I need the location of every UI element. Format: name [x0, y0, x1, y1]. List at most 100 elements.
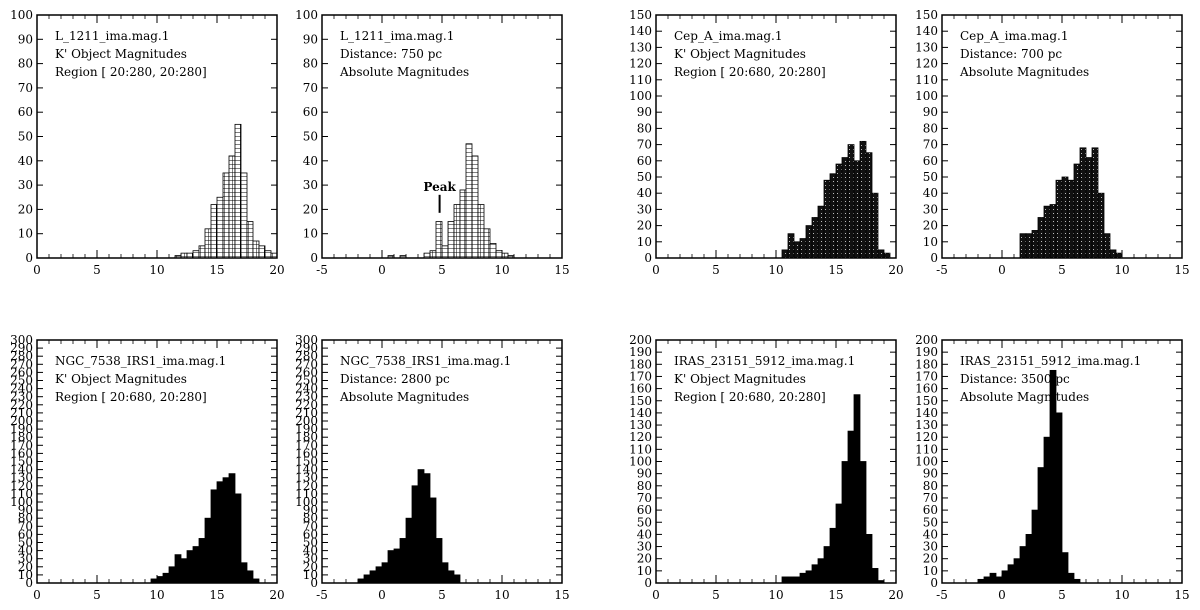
y-tick-label: 130 [629, 40, 652, 54]
histogram-bar [871, 568, 879, 584]
y-tick-label: 20 [923, 219, 938, 233]
y-tick-label: 110 [629, 73, 652, 87]
y-tick-label: 300 [10, 333, 33, 347]
histogram-bar [1091, 147, 1099, 259]
histogram-bar [835, 163, 843, 259]
y-tick-label: 10 [303, 568, 318, 582]
histogram-bar [441, 562, 449, 584]
x-tick-label: 15 [1174, 263, 1189, 277]
histogram-bar [1043, 436, 1051, 584]
y-tick-label: 200 [915, 333, 938, 347]
histogram-bar [483, 228, 491, 259]
y-tick-label: 220 [295, 398, 318, 412]
histogram-bar [847, 144, 855, 259]
y-tick-label: 90 [637, 467, 652, 481]
y-tick-label: 10 [923, 235, 938, 249]
y-tick-label: 60 [18, 527, 33, 541]
histogram-bar [1067, 572, 1075, 584]
histogram-bar [465, 143, 473, 259]
x-tick-label: 5 [712, 263, 720, 277]
x-tick-label: 15 [1174, 588, 1189, 602]
y-tick-label: 50 [303, 536, 318, 550]
y-tick-label: 20 [923, 552, 938, 566]
histogram-bar [1019, 233, 1027, 259]
y-tick-label: 60 [303, 527, 318, 541]
y-tick-label: 40 [18, 544, 33, 558]
y-tick-label: 180 [295, 430, 318, 444]
chart-annotation: Distance: 2800 pc [340, 372, 450, 386]
y-tick-label: 210 [295, 406, 318, 420]
y-tick-label: 80 [637, 479, 652, 493]
histogram-bar [781, 576, 789, 584]
y-tick-label: 10 [637, 235, 652, 249]
histogram-bar [216, 196, 224, 259]
y-tick-label: 300 [295, 333, 318, 347]
y-tick-label: 290 [295, 341, 318, 355]
histogram-bar [805, 225, 813, 259]
y-tick-label: 20 [637, 219, 652, 233]
y-tick-label: 90 [303, 503, 318, 517]
histogram-bar [817, 558, 825, 584]
histogram-panel: 0 10 20 30 40 50 60 70 80 90 100 0 5 10 15 20 L_1211_ima… [10, 8, 285, 277]
y-tick-label: 100 [10, 495, 33, 509]
y-tick-label: 100 [915, 89, 938, 103]
y-tick-label: 0 [930, 576, 938, 590]
y-tick-label: 250 [10, 374, 33, 388]
x-tick-label: 10 [494, 588, 509, 602]
x-tick-label: 10 [768, 588, 783, 602]
histogram-bar [381, 562, 389, 584]
y-tick-label: 160 [629, 382, 652, 396]
histogram-bar [246, 570, 254, 584]
histogram-bar [811, 217, 819, 259]
y-tick-label: 0 [930, 251, 938, 265]
histogram-panel: 0102030405060708090100110120130140150160… [915, 333, 1190, 602]
histogram-bar [823, 179, 831, 259]
y-tick-label: 190 [295, 422, 318, 436]
x-tick-label: 5 [712, 588, 720, 602]
y-tick-label: 10 [18, 227, 33, 241]
x-tick-label: -5 [316, 263, 328, 277]
histogram-bar [435, 538, 443, 584]
histogram-bar [1097, 192, 1105, 259]
histogram-bar [411, 485, 419, 584]
y-tick-label: 0 [25, 576, 33, 590]
y-tick-label: 180 [10, 430, 33, 444]
y-tick-label: 50 [637, 515, 652, 529]
histogram-bar [799, 572, 807, 584]
histogram-bar [234, 493, 242, 584]
histogram-bar [799, 238, 807, 259]
histogram-bar [835, 503, 843, 584]
y-tick-label: 140 [915, 24, 938, 38]
chart-annotation: Absolute Magnitudes [339, 65, 469, 79]
histogram-bar [363, 574, 371, 584]
y-tick-label: 60 [637, 154, 652, 168]
histogram-bar [793, 241, 801, 259]
y-tick-label: 80 [923, 479, 938, 493]
y-tick-label: 130 [915, 40, 938, 54]
histogram-bar [222, 477, 230, 584]
y-tick-label: 270 [10, 357, 33, 371]
y-tick-label: 90 [923, 105, 938, 119]
histogram-bar [1031, 230, 1039, 259]
y-tick-label: 20 [18, 560, 33, 574]
histogram-panel: 0102030405060708090100110120130140150160… [295, 333, 570, 602]
histogram-bar [1061, 176, 1069, 259]
y-tick-label: 0 [25, 251, 33, 265]
histogram-bar [447, 221, 455, 259]
histogram-bar [1025, 534, 1033, 584]
histogram-bar [841, 461, 849, 584]
histogram-bar [1079, 147, 1087, 259]
y-tick-label: 80 [303, 57, 318, 71]
x-tick-label: 0 [998, 588, 1006, 602]
x-tick-label: -5 [936, 263, 948, 277]
y-tick-label: 200 [629, 333, 652, 347]
x-tick-label: 10 [1114, 588, 1129, 602]
y-tick-label: 140 [629, 24, 652, 38]
x-tick-label: 15 [209, 263, 224, 277]
histogram-bar [489, 243, 497, 259]
x-tick-label: 10 [149, 588, 164, 602]
y-tick-label: 200 [295, 414, 318, 428]
x-tick-label: 15 [828, 588, 843, 602]
chart-annotation: K' Object Magnitudes [674, 47, 806, 61]
